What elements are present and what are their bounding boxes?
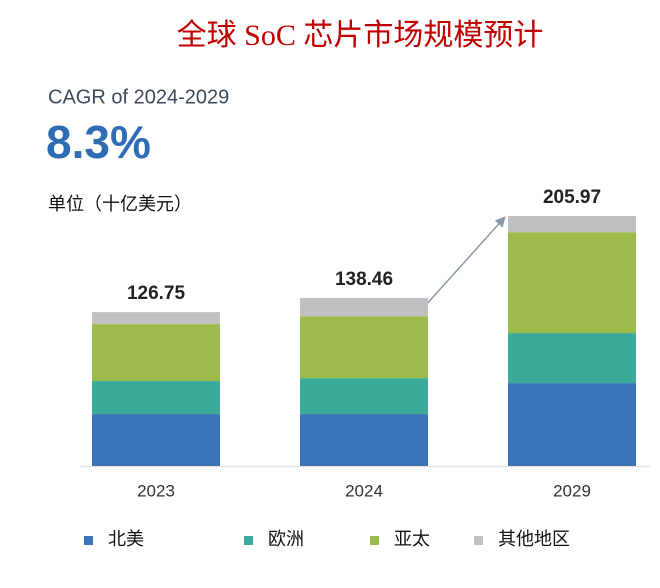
bar-segment [508,383,636,466]
legend-marker [84,536,93,545]
legend-label: 亚太 [394,529,430,549]
bar-segment [508,232,636,334]
bar-segment [508,333,636,384]
x-tick-label: 2024 [345,481,383,500]
bar-segment [92,312,220,325]
legend-marker [244,536,253,545]
bar-segment [92,381,220,415]
legend-marker [370,536,379,545]
total-label: 138.46 [335,269,393,290]
bar-segment [300,378,428,415]
bar-segment [300,297,428,317]
legend-marker [474,536,483,545]
total-label: 126.75 [127,283,186,304]
chart-title: 全球 SoC 芯片市场规模预计 [177,19,544,52]
legend-label: 其他地区 [498,529,570,549]
legend-label: 欧洲 [268,529,304,549]
bar-segment [300,414,428,466]
bar-segment [300,316,428,379]
bar-segment [508,216,636,233]
total-label: 205.97 [543,187,601,208]
cagr-label: CAGR of 2024-2029 [48,86,229,108]
x-tick-label: 2023 [137,481,175,500]
unit-label: 单位（十亿美元） [48,194,192,214]
growth-arrow [424,216,506,307]
bar-segment [92,324,220,382]
x-tick-label: 2029 [553,481,591,500]
legend-label: 北美 [108,529,144,549]
cagr-value: 8.3% [46,116,151,168]
bar-segment [92,414,220,466]
